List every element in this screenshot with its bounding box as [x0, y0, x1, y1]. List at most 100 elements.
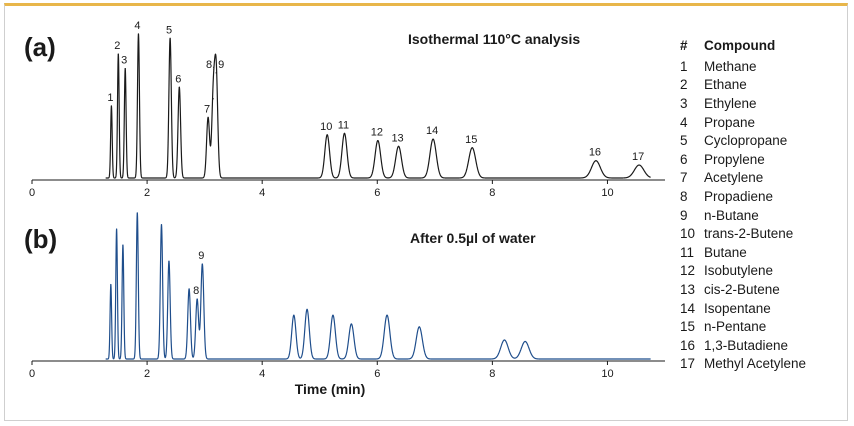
panel-b-peak	[136, 212, 138, 214]
legend-item-name: Methyl Acetylene	[704, 356, 807, 372]
panel-b-x-tick-label: 8	[489, 368, 495, 380]
panel-b-peak	[188, 288, 190, 290]
panel-a-peak	[137, 33, 140, 35]
panel-a-peak-label: 3	[121, 55, 127, 67]
panel-b-x-tick-label: 10	[601, 368, 613, 380]
panel-a-peak	[638, 164, 640, 166]
legend-list: 1 Methane 2 Ethane 3 Ethylene 4 Propane 5 Cyclopr…	[680, 57, 850, 373]
panel-a-x-tick-label: 2	[144, 187, 150, 199]
panel-a-x-tick-label: 0	[29, 187, 35, 199]
panel-b-peak	[332, 314, 334, 316]
panel-a-x-tick-label: 10	[601, 187, 613, 199]
panel-b-peak	[293, 314, 295, 316]
legend-item-name: trans-2-Butene	[704, 226, 794, 242]
legend-item: 17 Methyl Acetylene	[680, 355, 850, 374]
panel-b-peak	[306, 308, 308, 310]
panel-a-peak-label: 1	[107, 92, 113, 104]
legend-item-name: Propane	[704, 114, 756, 130]
panel-b-peak	[350, 323, 352, 325]
panel-b-x-axis: 0 2 4 6 8 10	[29, 360, 665, 380]
legend-item-number: 7	[680, 170, 688, 186]
legend-header: # Compound	[680, 38, 850, 57]
panel-a-peak-label: 7	[204, 104, 210, 116]
chart-panel-b: (b) After 0.5µl of water 0 2 4 6 8 10 89 Time…	[24, 212, 665, 397]
legend-item-number: 8	[680, 188, 688, 204]
legend-item-number: 4	[680, 114, 688, 130]
panel-a-peak	[471, 147, 473, 149]
legend-item: 5 Cyclopropane	[680, 131, 850, 150]
legend-item-number: 9	[680, 207, 688, 223]
panel-b-peak	[168, 260, 170, 262]
panel-a-label: (a)	[24, 32, 56, 62]
panel-a-peak	[124, 67, 126, 70]
legend-item-name: n-Pentane	[704, 319, 767, 335]
panel-b-peak	[115, 228, 118, 230]
figure-frame	[4, 3, 848, 421]
panel-a-peak-label: 6	[175, 73, 181, 85]
legend-item: 2 Ethane	[680, 76, 850, 95]
panel-a-peak-label: 15	[465, 134, 477, 146]
legend-item-name: Acetylene	[704, 170, 764, 186]
panel-a-peak-label: 10	[320, 121, 332, 133]
panel-b-peak	[524, 340, 526, 343]
panel-a-peak	[207, 116, 209, 119]
panel-a-x-tick-label: 8	[489, 187, 495, 199]
compound-legend: # Compound 1 Methane 2 Ethane 3 Ethylene 4 Prop…	[680, 38, 850, 373]
panel-a-chromatogram-line	[105, 33, 652, 179]
panel-a-x-tick-label: 4	[259, 187, 265, 199]
panel-a-peak	[343, 132, 346, 134]
legend-item: 11 Butane	[680, 243, 850, 262]
legend-item-number: 14	[680, 300, 696, 316]
legend-item-name: cis-2-Butene	[704, 281, 780, 297]
legend-item-name: Cyclopropane	[704, 133, 788, 149]
legend-item-name: Butane	[704, 244, 747, 260]
legend-item: 14 Isopentane	[680, 299, 850, 318]
legend-item-name: Propadiene	[704, 188, 774, 204]
legend-item-number: 13	[680, 281, 696, 297]
panel-b-peak-label: 8	[193, 285, 199, 297]
legend-item-number: 2	[680, 77, 688, 93]
panel-a-peak-label: 14	[426, 125, 438, 137]
panel-a-peak-label: 2	[114, 40, 120, 52]
legend-item-name: 1,3-Butadiene	[704, 337, 789, 353]
legend-item: 8 Propadiene	[680, 187, 850, 206]
panel-a-peak	[432, 138, 434, 140]
panel-a-peak-label: 4	[134, 20, 140, 32]
panel-b-x-tick-label: 2	[144, 368, 150, 380]
panel-a-trace	[105, 33, 652, 179]
panel-a-peak-label: 16	[589, 147, 601, 159]
legend-item-number: 17	[680, 356, 696, 372]
panel-a-peak	[117, 53, 119, 55]
chart-panel-a: (a) Isothermal 110°C analysis 0 2 4 6 8 10 12…	[24, 20, 665, 199]
legend-item: 15 n-Pentane	[680, 317, 850, 336]
legend-item-number: 1	[680, 58, 688, 74]
panel-a-peak	[169, 37, 171, 39]
panel-b-label: (b)	[24, 224, 57, 254]
panel-a-peak	[377, 139, 379, 142]
legend-item: 4 Propane	[680, 113, 850, 132]
legend-item: 7 Acetylene	[680, 169, 850, 188]
panel-a-x-axis: 0 2 4 6 8 10	[29, 179, 665, 199]
legend-item: 10 trans-2-Butene	[680, 224, 850, 243]
panel-a-x-tick-label: 6	[374, 187, 380, 199]
panel-b-x-tick-label: 6	[374, 368, 380, 380]
legend-item-name: n-Butane	[704, 207, 759, 223]
panel-b-peak	[201, 263, 203, 265]
legend-item: 9 n-Butane	[680, 206, 850, 225]
panel-b-peak	[418, 326, 420, 328]
legend-item-name: Methane	[704, 58, 757, 74]
panel-b-peak	[503, 339, 506, 341]
panel-b-x-tick-label: 0	[29, 368, 35, 380]
panel-b-peak	[110, 283, 112, 286]
legend-item: 16 1,3-Butadiene	[680, 336, 850, 355]
panel-b-x-tick-label: 4	[259, 368, 265, 380]
legend-item-number: 6	[680, 151, 688, 167]
legend-item-name: Ethylene	[704, 95, 757, 111]
panel-b-peak	[196, 298, 198, 300]
panel-b-peak	[122, 244, 124, 246]
legend-item: 13 cis-2-Butene	[680, 280, 850, 299]
panel-a-peak	[595, 160, 597, 162]
panel-a-peak	[215, 72, 217, 74]
